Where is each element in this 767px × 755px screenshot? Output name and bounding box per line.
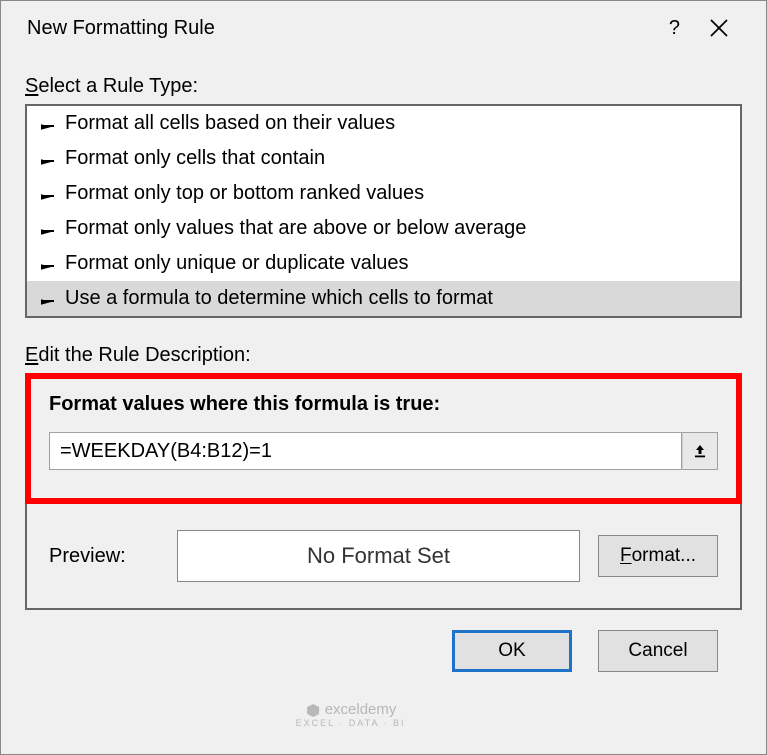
bullet-icon — [41, 118, 57, 130]
formula-input[interactable] — [49, 432, 682, 470]
close-icon — [708, 17, 730, 39]
rule-type-accelerator: S — [25, 75, 38, 97]
rule-desc-label: Edit the Rule Description: — [25, 344, 742, 367]
dialog-window: New Formatting Rule ? Select a Rule Type… — [0, 0, 767, 755]
preview-box: No Format Set — [177, 530, 580, 582]
rule-type-item-label: Use a formula to determine which cells t… — [65, 287, 493, 310]
rule-type-item-label: Format only top or bottom ranked values — [65, 182, 424, 205]
titlebar: New Formatting Rule ? — [1, 1, 766, 51]
window-title: New Formatting Rule — [27, 17, 655, 40]
rule-type-item-label: Format only cells that contain — [65, 147, 325, 170]
watermark-text: exceldemy — [325, 701, 397, 718]
range-selector-button[interactable] — [682, 432, 718, 470]
dialog-footer: OK Cancel — [25, 610, 742, 672]
rule-type-item[interactable]: Format only unique or duplicate values — [27, 246, 740, 281]
bullet-icon — [41, 258, 57, 270]
formula-row — [49, 432, 718, 470]
dialog-content: Select a Rule Type: Format all cells bas… — [1, 51, 766, 688]
format-button-label: ormat... — [632, 545, 696, 567]
formula-highlight-box: Format values where this formula is true… — [25, 373, 742, 504]
rule-type-item[interactable]: Format only top or bottom ranked values — [27, 176, 740, 211]
rule-type-item[interactable]: Format only cells that contain — [27, 141, 740, 176]
close-button[interactable] — [694, 15, 744, 41]
rule-desc-accelerator: E — [25, 344, 38, 366]
rule-type-item[interactable]: Format all cells based on their values — [27, 106, 740, 141]
rule-type-item[interactable]: Format only values that are above or bel… — [27, 211, 740, 246]
rule-type-item-label: Format all cells based on their values — [65, 112, 395, 135]
rule-type-label-text: elect a Rule Type: — [38, 75, 198, 97]
format-accelerator: F — [620, 545, 632, 567]
bullet-icon — [41, 293, 57, 305]
preview-panel: Preview: No Format Set Format... — [25, 504, 742, 610]
watermark-icon — [305, 702, 321, 718]
preview-label: Preview: — [49, 545, 159, 568]
rule-type-item-label: Format only values that are above or bel… — [65, 217, 526, 240]
bullet-icon — [41, 153, 57, 165]
help-button[interactable]: ? — [655, 13, 694, 44]
ok-button[interactable]: OK — [452, 630, 572, 672]
formula-label: Format values where this formula is true… — [49, 393, 718, 416]
bullet-icon — [41, 188, 57, 200]
collapse-dialog-icon — [692, 443, 708, 459]
bullet-icon — [41, 223, 57, 235]
rule-type-list: Format all cells based on their values F… — [25, 104, 742, 318]
rule-type-item-label: Format only unique or duplicate values — [65, 252, 409, 275]
watermark: exceldemy EXCEL · DATA · BI — [296, 701, 406, 728]
cancel-button[interactable]: Cancel — [598, 630, 718, 672]
rule-desc-label-text: dit the Rule Description: — [38, 344, 250, 366]
rule-type-label: Select a Rule Type: — [25, 75, 742, 98]
format-button[interactable]: Format... — [598, 535, 718, 577]
rule-type-item[interactable]: Use a formula to determine which cells t… — [27, 281, 740, 316]
watermark-subtext: EXCEL · DATA · BI — [296, 718, 406, 728]
